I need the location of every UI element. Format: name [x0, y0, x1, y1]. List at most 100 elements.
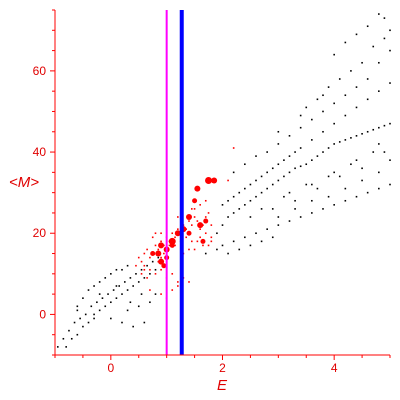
red-data-point — [171, 289, 174, 291]
red-data-point — [143, 264, 146, 267]
black-data-point — [107, 293, 109, 295]
black-data-point — [383, 124, 386, 127]
black-data-point — [288, 155, 291, 157]
red-data-point — [154, 244, 157, 247]
bubble-point — [205, 176, 213, 184]
black-data-point — [244, 204, 246, 206]
black-data-point — [366, 98, 369, 101]
red-data-point — [232, 147, 235, 149]
black-data-point — [73, 321, 76, 324]
y-tick-label: 0 — [39, 307, 46, 321]
black-data-point — [238, 208, 241, 210]
red-data-point — [160, 268, 162, 271]
data-layer — [56, 13, 391, 348]
black-data-point — [350, 70, 352, 72]
bubble-point — [197, 222, 204, 229]
black-data-point — [76, 309, 79, 312]
black-data-point — [70, 337, 73, 340]
black-data-point — [350, 137, 352, 139]
red-data-point — [160, 240, 162, 243]
black-data-point — [366, 130, 369, 133]
black-data-point — [157, 256, 160, 259]
black-data-point — [383, 151, 386, 153]
black-data-point — [266, 187, 268, 190]
black-data-point — [271, 183, 274, 186]
black-data-point — [101, 297, 104, 299]
red-data-point — [160, 293, 162, 295]
bubble-point — [186, 214, 192, 220]
black-data-point — [283, 175, 285, 178]
black-data-point — [333, 204, 335, 206]
red-data-point — [207, 244, 210, 247]
black-data-point — [366, 191, 369, 194]
black-data-point — [316, 187, 319, 190]
black-data-point — [221, 224, 224, 226]
red-data-point — [227, 179, 229, 182]
black-data-point — [299, 114, 302, 117]
bubble-point — [200, 238, 206, 244]
black-data-point — [65, 346, 67, 348]
black-data-point — [333, 102, 335, 105]
black-data-point — [355, 135, 358, 137]
black-data-point — [244, 236, 246, 239]
black-data-point — [271, 208, 274, 210]
black-data-point — [260, 240, 263, 243]
red-data-point — [174, 236, 176, 239]
black-data-point — [344, 114, 347, 117]
black-data-point — [311, 212, 313, 214]
red-data-point — [204, 216, 207, 218]
red-data-point — [163, 252, 165, 255]
black-data-point — [344, 94, 347, 97]
tick-layer: 0 20 40 60 0 2 4 — [33, 9, 391, 375]
red-data-point — [190, 208, 193, 210]
black-data-point — [84, 313, 87, 316]
black-data-point — [378, 143, 380, 145]
black-data-point — [338, 141, 341, 143]
red-data-point — [149, 268, 151, 271]
black-data-point — [316, 98, 319, 101]
red-data-point — [188, 248, 190, 251]
black-data-point — [271, 167, 274, 170]
red-data-point — [185, 236, 188, 239]
red-data-point — [143, 268, 146, 271]
black-data-point — [378, 126, 380, 129]
black-data-point — [333, 143, 335, 145]
black-data-point — [227, 199, 229, 202]
bubble-point — [186, 230, 192, 236]
black-data-point — [126, 309, 129, 312]
black-data-point — [121, 293, 123, 295]
black-data-point — [216, 232, 218, 235]
black-data-point — [244, 163, 246, 166]
x-tick-label: 2 — [219, 361, 226, 375]
black-data-point — [227, 252, 229, 255]
red-data-point — [140, 273, 143, 275]
black-data-point — [149, 301, 151, 304]
black-data-point — [294, 167, 296, 170]
black-data-point — [238, 248, 241, 251]
black-data-point — [372, 45, 375, 48]
black-data-point — [149, 273, 151, 275]
black-data-point — [311, 159, 313, 161]
black-data-point — [288, 191, 291, 194]
red-data-point — [154, 273, 157, 275]
black-data-point — [110, 317, 112, 320]
black-data-point — [327, 195, 330, 198]
y-tick-label: 20 — [33, 226, 47, 240]
red-data-point — [149, 256, 151, 259]
black-data-point — [110, 273, 112, 275]
black-data-point — [333, 122, 335, 125]
x-tick-label: 0 — [107, 361, 114, 375]
black-data-point — [311, 139, 313, 141]
black-data-point — [266, 228, 268, 230]
red-data-point — [143, 252, 146, 255]
x-axis-title: E — [217, 377, 228, 394]
black-data-point — [104, 305, 107, 308]
black-data-point — [366, 78, 369, 80]
black-data-point — [76, 333, 79, 336]
black-data-point — [79, 317, 81, 320]
black-data-point — [98, 281, 101, 283]
black-data-point — [322, 130, 324, 133]
black-data-point — [389, 49, 391, 52]
red-data-point — [177, 281, 179, 283]
red-data-point — [154, 232, 157, 235]
